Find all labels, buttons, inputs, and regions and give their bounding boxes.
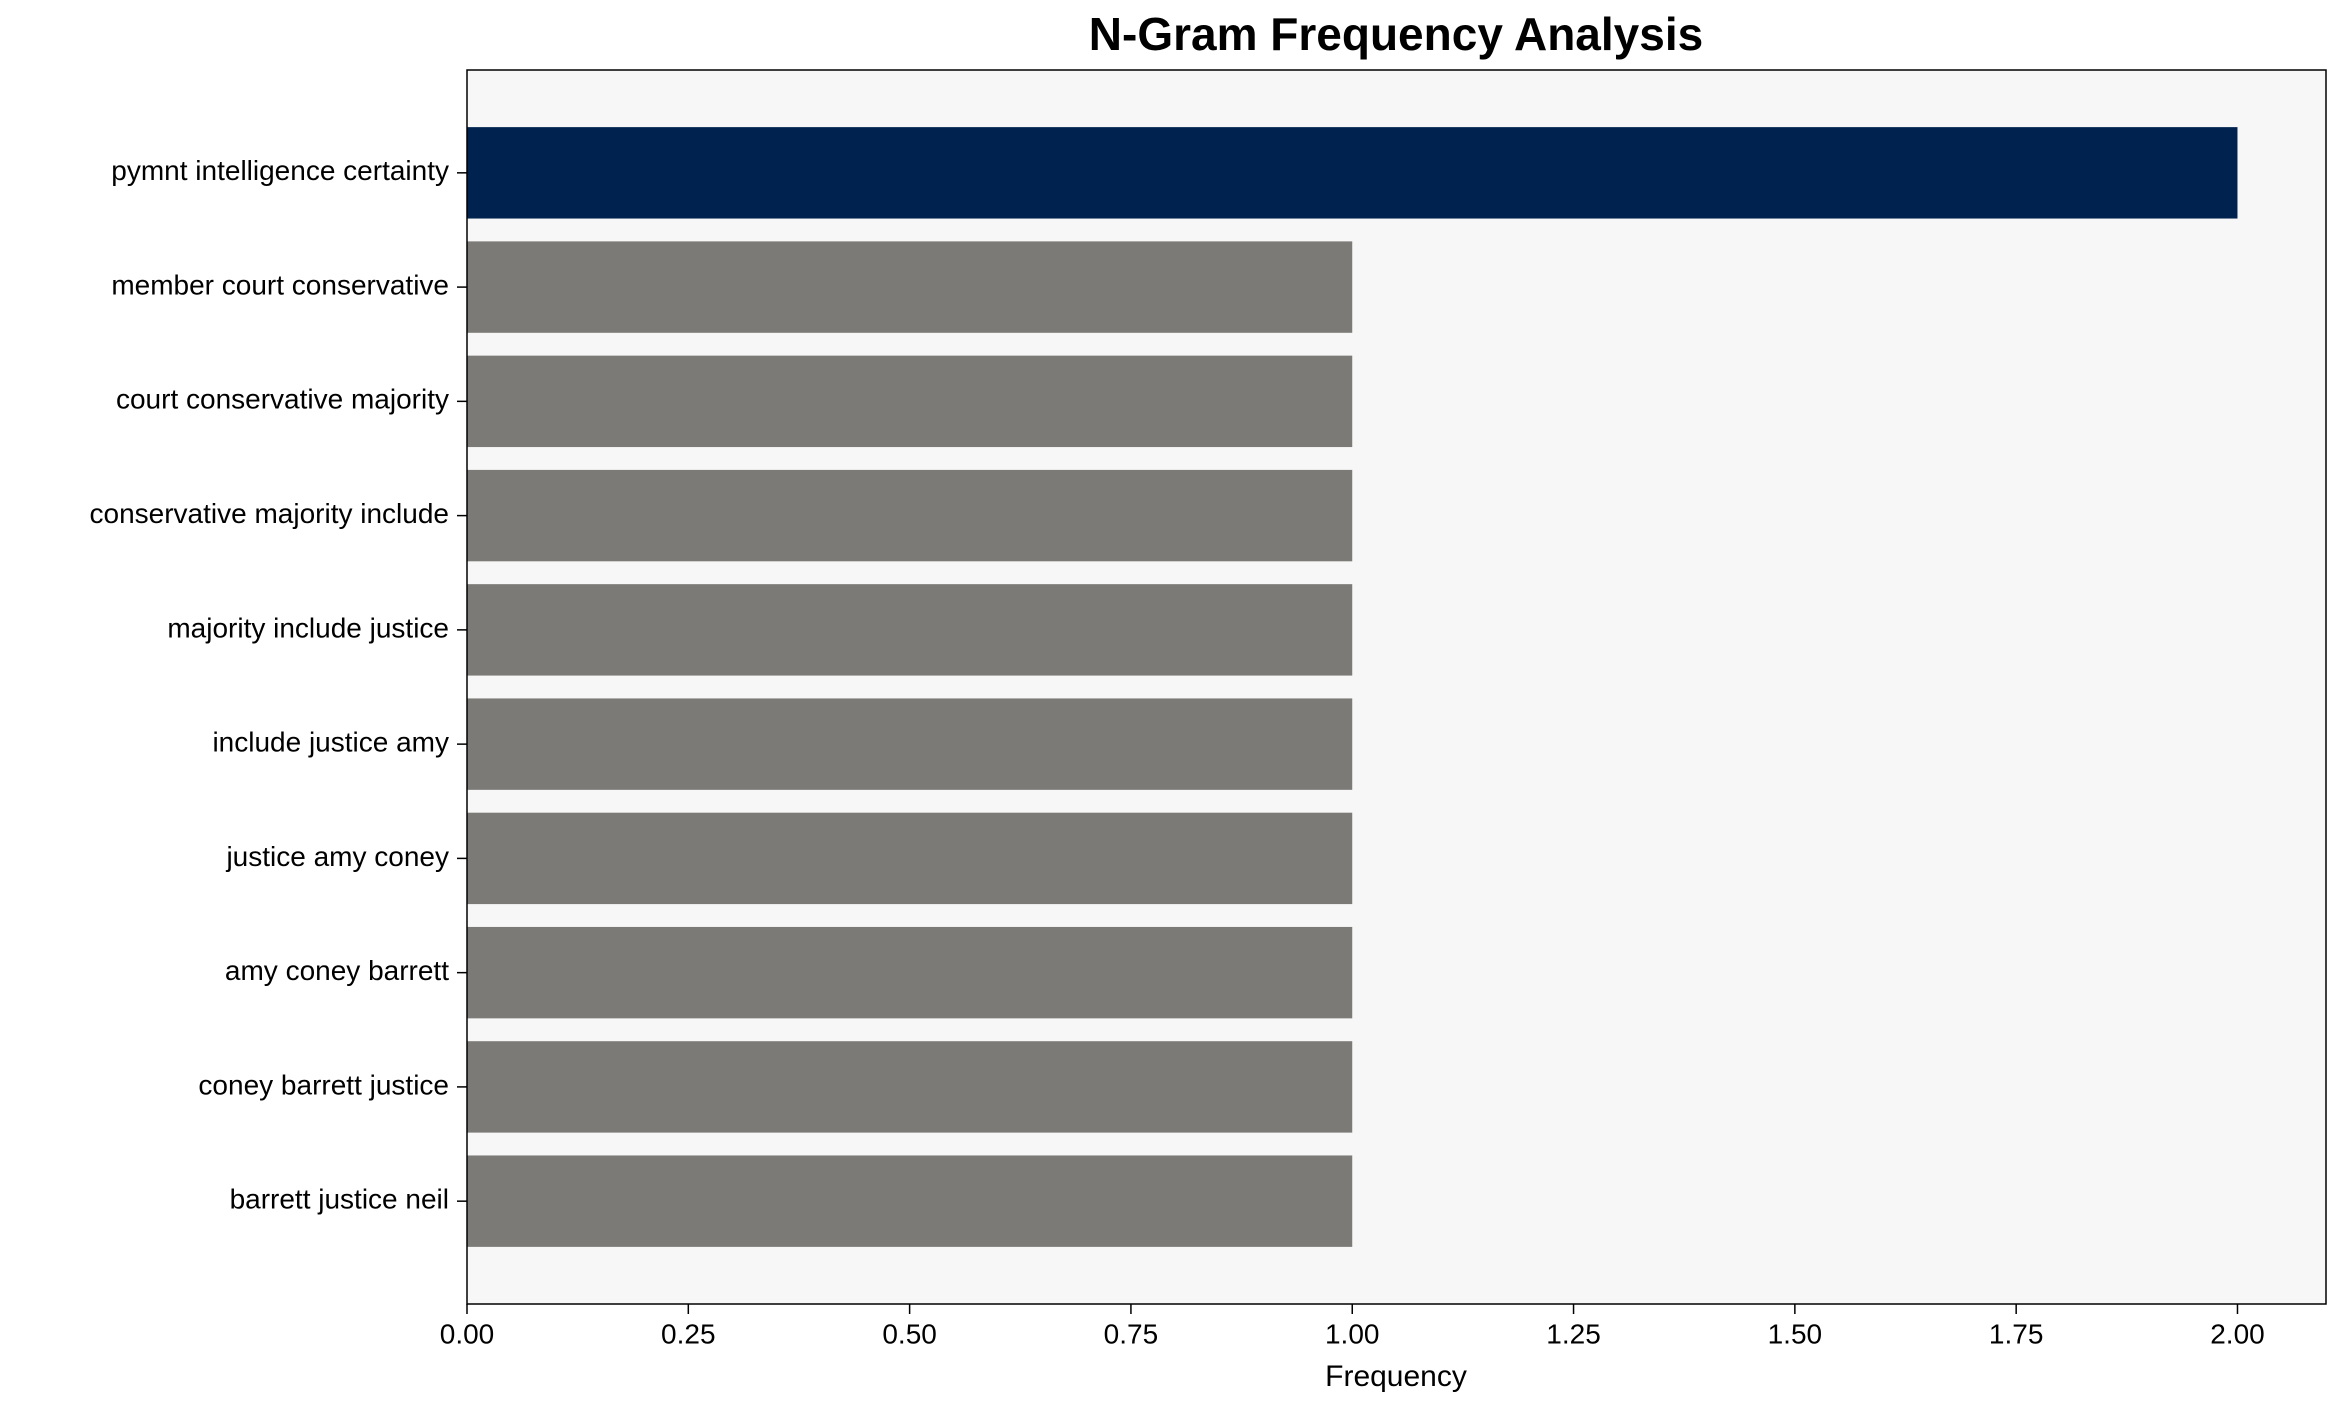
bar (467, 812, 1353, 905)
bar (467, 127, 2238, 219)
bar (467, 698, 1353, 790)
bar (467, 584, 1353, 676)
plot-frame (466, 69, 2327, 1305)
x-tick-label: 1.75 (1989, 1318, 2044, 1349)
chart-title: N-Gram Frequency Analysis (1089, 8, 1703, 60)
x-tick-label: 0.25 (661, 1318, 716, 1349)
x-axis-label: Frequency (1325, 1360, 1467, 1393)
x-tick-label: 2.00 (2210, 1318, 2265, 1349)
bar (467, 926, 1353, 1019)
y-tick-label: amy coney barrett (225, 955, 449, 986)
y-tick-label: include justice amy (212, 727, 449, 758)
x-tick-label: 0.50 (882, 1318, 937, 1349)
x-tick-label: 1.50 (1768, 1318, 1823, 1349)
x-tick-label: 0.75 (1104, 1318, 1159, 1349)
y-tick-label: conservative majority include (90, 498, 450, 529)
x-tick-label: 1.25 (1546, 1318, 1601, 1349)
y-tick-label: member court conservative (111, 269, 449, 300)
x-tick-label: 1.00 (1325, 1318, 1380, 1349)
bar (467, 469, 1353, 562)
y-tick-label: justice amy coney (225, 841, 449, 872)
bar (467, 355, 1353, 448)
y-tick-label: pymnt intelligence certainty (111, 155, 449, 186)
y-tick-label: court conservative majority (116, 384, 449, 415)
y-tick-label: barrett justice neil (230, 1184, 449, 1215)
y-tick-label: coney barrett justice (198, 1069, 449, 1100)
bar (467, 1041, 1353, 1133)
y-tick-label: majority include justice (167, 612, 449, 643)
bar (467, 241, 1353, 333)
x-tick-label: 0.00 (440, 1318, 495, 1349)
bar (467, 1155, 1353, 1247)
